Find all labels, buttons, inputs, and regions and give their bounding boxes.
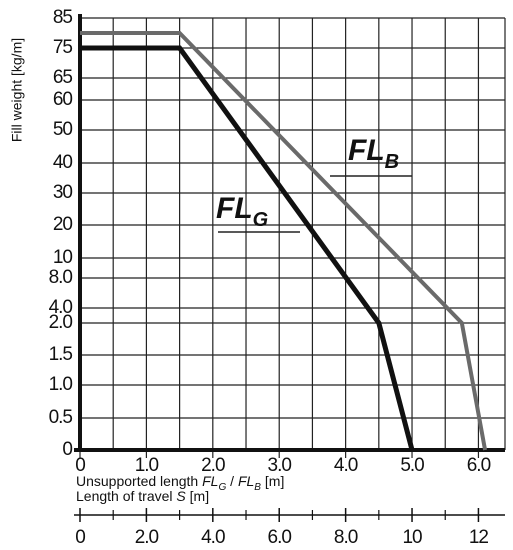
y-axis-title: Fill weight [kg/m] — [9, 38, 25, 142]
y-tick-label: 40 — [53, 152, 73, 173]
y-tick-label: 8.0 — [49, 267, 73, 288]
x2-tick-label: 10 — [402, 527, 422, 548]
x-axis-title-part: [m] — [261, 473, 284, 489]
y-tick-label: 2.0 — [49, 312, 73, 333]
y-tick-label: 4.0 — [49, 297, 73, 318]
x2-tick-label: 6.0 — [268, 527, 292, 548]
y-tick-label: 10 — [53, 247, 73, 268]
x-axis-title-part: FL — [202, 473, 218, 489]
series-label: FLB — [348, 134, 399, 173]
x-axis-title-part: FL — [238, 473, 254, 489]
x-tick-label: 6.0 — [467, 455, 491, 476]
y-tick-label: 20 — [53, 214, 73, 235]
series-label-part: FL — [348, 134, 385, 167]
x2-tick-label: 4.0 — [201, 527, 225, 548]
series-line — [80, 31, 488, 451]
y-tick-label: 1.0 — [49, 374, 73, 395]
y-tick-label: 60 — [53, 89, 73, 110]
x-axis-title-part: Unsupported length — [76, 473, 202, 489]
x-tick-label: 0 — [75, 455, 85, 476]
x2-axis-title-part: S — [176, 488, 186, 504]
series-label-part: B — [385, 151, 399, 173]
x-axis-title-part: B — [254, 482, 261, 493]
x2-tick-label: 12 — [469, 527, 489, 548]
y-tick-label: 30 — [53, 182, 73, 203]
x-tick-label: 5.0 — [400, 455, 424, 476]
x2-tick-label: 0 — [75, 527, 85, 548]
y-tick-label: 85 — [53, 7, 73, 28]
x2-axis-title: Length of travel S [m] — [76, 488, 209, 504]
x-tick-label: 3.0 — [268, 455, 292, 476]
y-tick-label: 75 — [53, 37, 73, 58]
y-tick-label: 1.5 — [49, 344, 73, 365]
x-tick-label: 2.0 — [201, 455, 225, 476]
y-tick-label: 50 — [53, 119, 73, 140]
series-line — [80, 45, 415, 451]
x-tick-label: 4.0 — [334, 455, 358, 476]
y-tick-label: 0.5 — [49, 407, 73, 428]
x2-axis-title-part: Length of travel — [76, 488, 176, 504]
series-label: FLG — [216, 192, 268, 231]
x2-tick-label: 2.0 — [135, 527, 159, 548]
x-tick-label: 1.0 — [135, 455, 159, 476]
x-axis-title-part: G — [218, 482, 226, 493]
x-axis-title-part: / — [226, 473, 238, 489]
series-label-part: G — [253, 209, 269, 231]
x2-axis-title-part: [m] — [186, 488, 209, 504]
x-axis-title: Unsupported length FLG / FLB [m] — [76, 473, 284, 493]
y-tick-label: 0 — [62, 439, 72, 460]
series-label-part: FL — [216, 192, 253, 225]
y-tick-label: 65 — [53, 67, 73, 88]
x2-tick-label: 8.0 — [334, 527, 358, 548]
